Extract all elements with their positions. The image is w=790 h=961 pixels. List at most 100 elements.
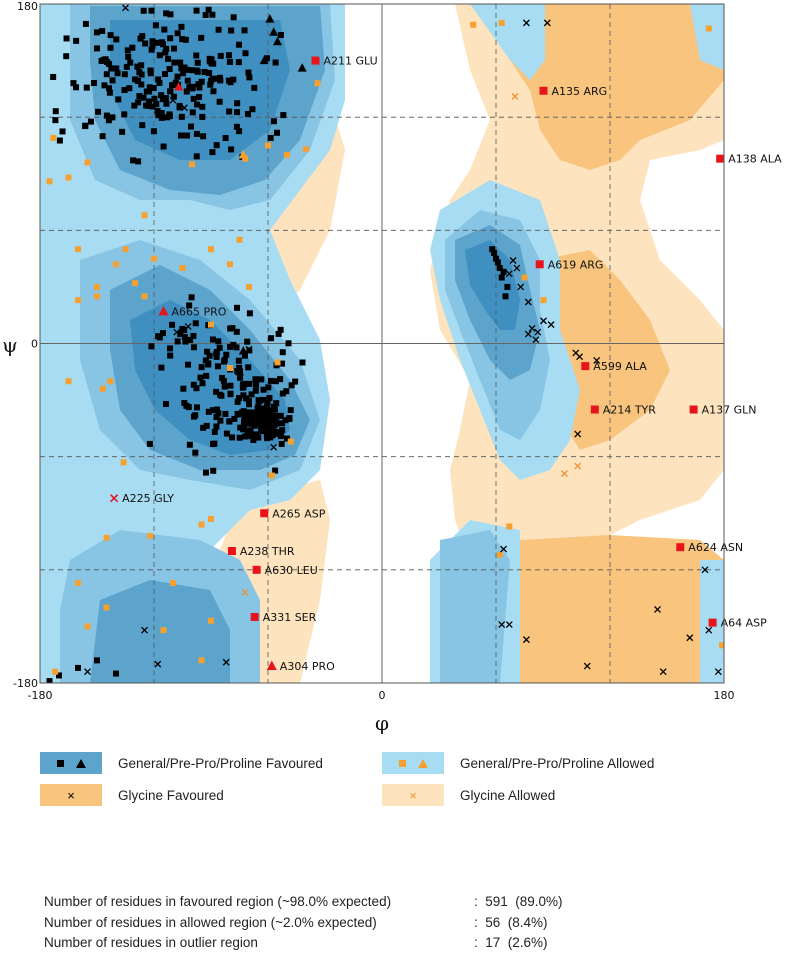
residue-point [170,580,176,587]
residue-point [126,85,133,92]
general-favoured-swatch [40,752,102,774]
proline-point [297,63,307,72]
residue-point [206,69,213,76]
residue-point [199,113,206,120]
residue-point [210,60,217,67]
glycine-point [270,443,278,451]
residue-point [220,378,227,385]
residue-point [195,81,202,88]
residue-point [202,357,209,364]
legend-glycine-favoured-label: Glycine Favoured [118,787,224,803]
residue-point [279,360,286,367]
proline-point [238,149,248,159]
glycine-favoured-swatch: × [40,784,102,806]
residue-point [131,102,138,109]
residue-point [210,88,217,95]
glycine-point [154,660,162,668]
residue-point [277,326,284,333]
residue-point [213,353,220,360]
outlier-point [110,494,119,503]
residue-point [494,259,501,266]
residue-point [121,71,128,78]
residue-points [46,4,724,683]
residue-point [237,374,244,381]
residue-point [73,37,80,44]
residue-point [242,417,249,424]
residue-point [234,410,241,417]
residue-point [159,96,166,103]
stat-value: : 17 (2.6%) [474,935,548,950]
residue-point [184,132,191,139]
outlier-point [252,565,261,574]
residue-point [252,417,259,424]
glycine-point [513,264,521,272]
outlier-point [266,660,277,671]
residue-point [245,409,252,416]
glycine-point [574,430,582,438]
residue-point [246,310,253,317]
residue-point [142,40,149,47]
glycine-point [184,323,192,330]
residue-point [75,246,81,253]
legend: General/Pre-Pro/Proline Favoured General… [40,752,760,812]
glycine-point [511,92,519,100]
residue-point [235,41,242,48]
residue-point [260,396,267,403]
residue-point [139,33,146,40]
residue-point [234,304,241,311]
residue-point [226,108,233,115]
residue-point [171,59,178,66]
residue-point [242,50,249,57]
square-marker-icon [56,759,64,767]
stat-label: Number of residues in allowed region (~2… [44,914,377,930]
residue-point [225,52,232,59]
glycine-point [498,621,506,628]
residue-point [246,401,253,408]
residue-point [274,129,281,136]
residue-point [139,122,146,129]
residue-point [287,438,294,445]
glycine-point [509,257,517,264]
residue-point [272,467,279,474]
outlier-label: A137 GLN [702,404,757,417]
residue-point [52,108,59,115]
residue-point [50,73,57,80]
residue-point [123,63,130,70]
residue-point [148,7,155,14]
stat-label: Number of residues in outlier region [44,935,258,950]
residue-point [141,212,148,219]
glycine-point [547,321,555,329]
residue-point [177,132,184,139]
outlier-point [708,618,717,627]
residue-point [498,274,505,281]
outlier-label: A665 PRO [172,305,227,318]
outlier-label: A619 ARG [548,258,604,271]
residue-point [105,85,112,92]
glycine-point [714,668,722,676]
residue-point [162,71,169,78]
residue-point [489,246,496,253]
residue-point [250,437,257,444]
residue-point [167,352,174,359]
residue-point [190,381,197,388]
residue-point [152,22,159,29]
residue-point [213,388,220,395]
residue-point [148,343,155,350]
residue-point [280,112,287,119]
residue-point [252,387,259,394]
general-allowed-swatch [382,752,444,774]
residue-point [221,356,228,363]
residue-point [282,417,289,424]
residue-point [194,101,201,108]
residue-point [186,84,193,91]
residue-point [180,385,187,392]
outlier-point [590,405,599,414]
residue-point [215,410,222,417]
residue-point [210,467,217,474]
residue-point [216,344,223,351]
residue-point [261,407,268,414]
legend-general-favoured: General/Pre-Pro/Proline Favoured [40,752,323,774]
glycine-point [528,324,536,332]
residue-point [265,142,271,149]
residue-point [162,49,169,56]
